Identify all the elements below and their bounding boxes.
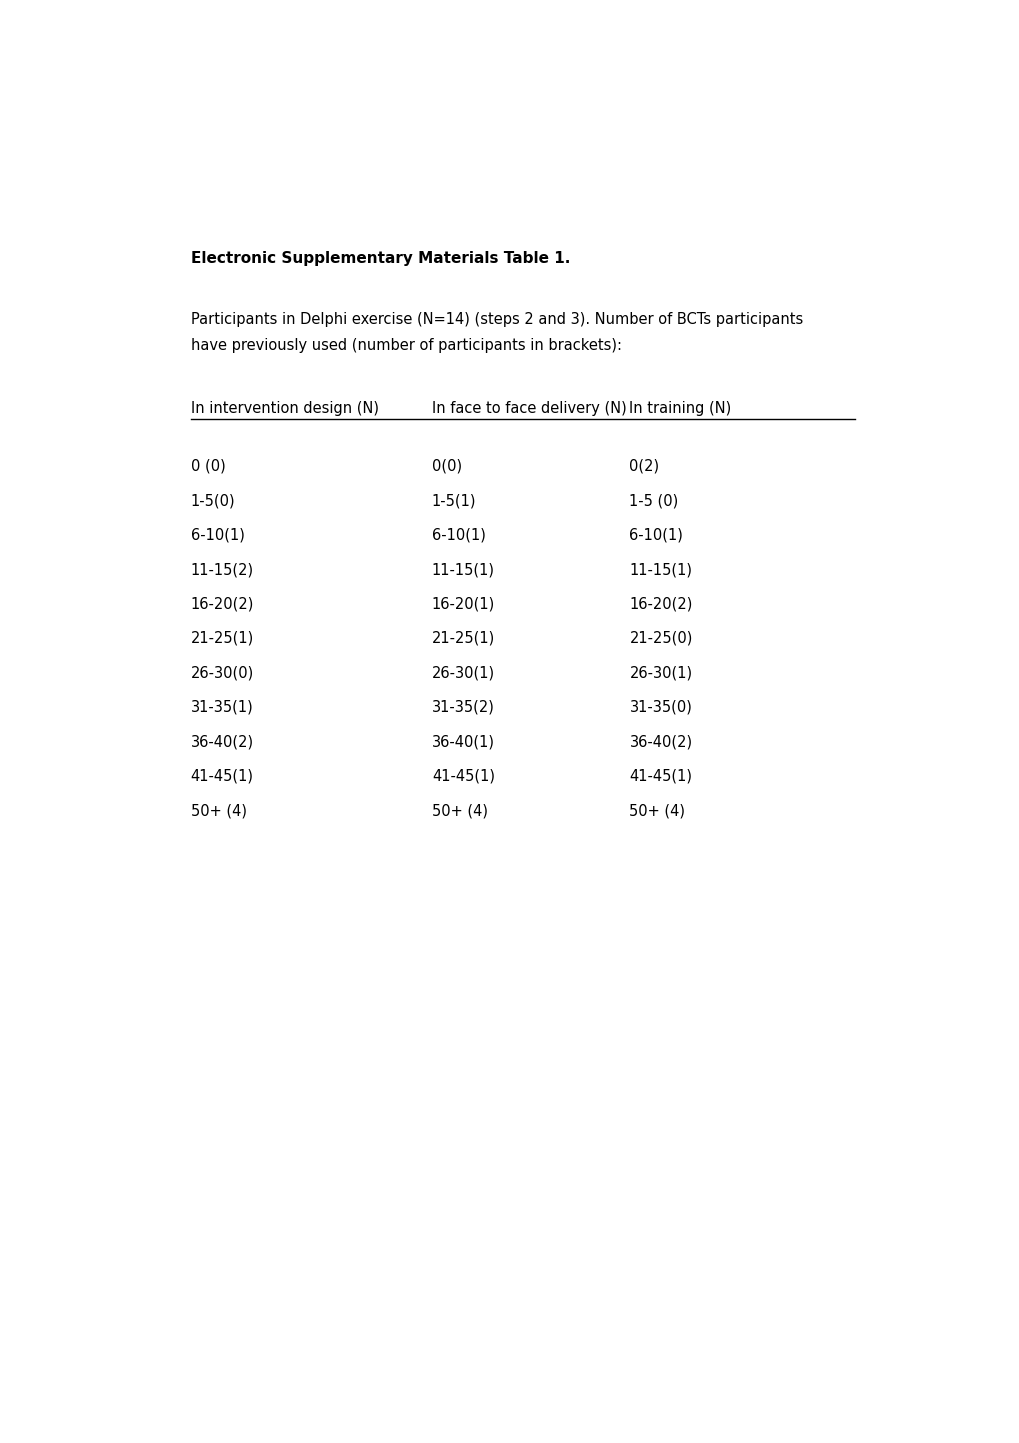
- Text: 21-25(0): 21-25(0): [629, 631, 692, 646]
- Text: 21-25(1): 21-25(1): [431, 631, 494, 646]
- Text: 11-15(1): 11-15(1): [431, 561, 494, 577]
- Text: 26-30(1): 26-30(1): [431, 665, 494, 681]
- Text: 31-35(1): 31-35(1): [191, 700, 254, 714]
- Text: In intervention design (N): In intervention design (N): [191, 401, 378, 416]
- Text: 41-45(1): 41-45(1): [191, 769, 254, 784]
- Text: 1-5(1): 1-5(1): [431, 494, 476, 508]
- Text: 11-15(1): 11-15(1): [629, 561, 692, 577]
- Text: 50+ (4): 50+ (4): [629, 804, 685, 818]
- Text: 1-5(0): 1-5(0): [191, 494, 235, 508]
- Text: 6-10(1): 6-10(1): [629, 528, 683, 543]
- Text: 41-45(1): 41-45(1): [431, 769, 494, 784]
- Text: 1-5 (0): 1-5 (0): [629, 494, 678, 508]
- Text: 36-40(2): 36-40(2): [191, 734, 254, 749]
- Text: Participants in Delphi exercise (N=14) (steps 2 and 3). Number of BCTs participa: Participants in Delphi exercise (N=14) (…: [191, 312, 802, 354]
- Text: 11-15(2): 11-15(2): [191, 561, 254, 577]
- Text: 0(2): 0(2): [629, 459, 659, 473]
- Text: 16-20(1): 16-20(1): [431, 596, 494, 612]
- Text: 41-45(1): 41-45(1): [629, 769, 692, 784]
- Text: Electronic Supplementary Materials Table 1.: Electronic Supplementary Materials Table…: [191, 251, 570, 266]
- Text: 36-40(1): 36-40(1): [431, 734, 494, 749]
- Text: 31-35(2): 31-35(2): [431, 700, 494, 714]
- Text: 16-20(2): 16-20(2): [629, 596, 692, 612]
- Text: 31-35(0): 31-35(0): [629, 700, 692, 714]
- Text: 36-40(2): 36-40(2): [629, 734, 692, 749]
- Text: 6-10(1): 6-10(1): [431, 528, 485, 543]
- Text: 50+ (4): 50+ (4): [431, 804, 487, 818]
- Text: 26-30(1): 26-30(1): [629, 665, 692, 681]
- Text: 6-10(1): 6-10(1): [191, 528, 245, 543]
- Text: 0(0): 0(0): [431, 459, 462, 473]
- Text: 0 (0): 0 (0): [191, 459, 225, 473]
- Text: 16-20(2): 16-20(2): [191, 596, 254, 612]
- Text: 26-30(0): 26-30(0): [191, 665, 254, 681]
- Text: In face to face delivery (N): In face to face delivery (N): [431, 401, 626, 416]
- Text: 21-25(1): 21-25(1): [191, 631, 254, 646]
- Text: In training (N): In training (N): [629, 401, 731, 416]
- Text: 50+ (4): 50+ (4): [191, 804, 247, 818]
